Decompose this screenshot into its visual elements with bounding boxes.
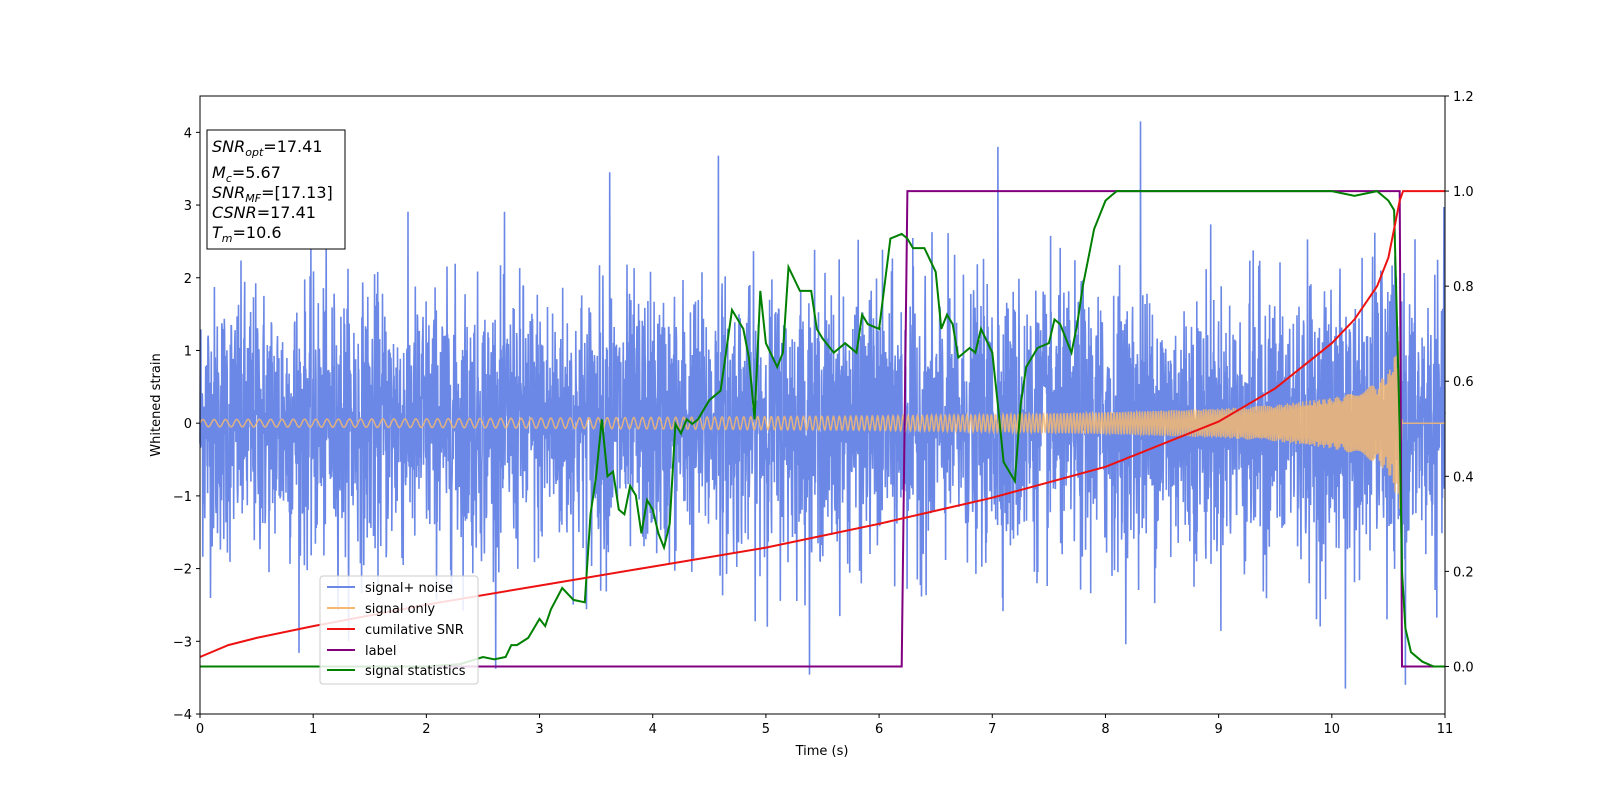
x-tick-label: 2: [422, 722, 430, 737]
x-tick-label: 7: [988, 722, 996, 737]
y-axis-left-ticks: −4 −3 −2 −1 0 1 2 3 4: [173, 126, 200, 723]
signal-statistics-line: [200, 190, 1445, 668]
legend-label-label: label: [365, 644, 396, 659]
y-right-tick-label: 1.2: [1453, 90, 1474, 105]
y-left-tick-label: −4: [173, 708, 192, 723]
legend: signal+ noise signal only cumilative SNR…: [319, 575, 479, 685]
x-tick-label: 0: [196, 722, 204, 737]
x-tick-label: 4: [649, 722, 657, 737]
info-tm: Tm=10.6: [212, 223, 282, 245]
info-snr-mf-value: =[17.13]: [261, 183, 333, 202]
info-snr-mf-label: SNR: [212, 183, 245, 202]
info-snr-mf: SNRMF=[17.13]: [212, 183, 333, 205]
info-tm-sub: m: [222, 232, 233, 245]
x-tick-label: 6: [875, 722, 883, 737]
info-mc: Mc=5.67: [212, 163, 281, 185]
y-right-tick-label: 0.6: [1453, 375, 1474, 390]
y-right-tick-label: 0.8: [1453, 280, 1474, 295]
info-snr-mf-sub: MF: [245, 192, 261, 205]
info-csnr-label: CSNR: [212, 203, 257, 222]
info-box: SNRopt=17.41 Mc=5.67 SNRMF=[17.13] CSNR=…: [206, 129, 346, 250]
signal-noise-series: [199, 121, 1446, 689]
legend-label-signal-only: signal only: [365, 602, 435, 617]
x-axis-ticks: 0 1 2 3 4 5 6 7 8 9 10 11: [196, 714, 1453, 737]
info-tm-label: T: [212, 223, 223, 242]
info-csnr-value: =17.41: [257, 203, 316, 222]
y-left-tick-label: −3: [173, 635, 192, 650]
info-mc-label: M: [212, 163, 226, 182]
y-right-tick-label: 0.0: [1453, 660, 1474, 675]
info-snr-opt-label: SNR: [212, 137, 245, 156]
x-axis-label: Time (s): [795, 744, 849, 759]
info-snr-opt-sub: opt: [245, 146, 264, 159]
plot-frame: [199, 95, 1446, 715]
y-axis-right-ticks: 0.0 0.2 0.4 0.6 0.8 1.0 1.2: [1445, 90, 1474, 675]
signal-noise-line: [199, 121, 1446, 689]
info-csnr: CSNR=17.41: [212, 203, 316, 222]
info-snr-opt-value: =17.41: [263, 137, 322, 156]
info-mc-sub: c: [226, 172, 232, 185]
x-tick-label: 5: [762, 722, 770, 737]
y-axis-label: Whitened strain: [149, 353, 164, 456]
legend-frame: [319, 575, 479, 685]
y-left-tick-label: 0: [184, 417, 192, 432]
y-left-tick-label: −1: [173, 490, 192, 505]
legend-label-cumulative-snr: cumilative SNR: [365, 623, 464, 638]
x-tick-label: 9: [1214, 722, 1222, 737]
x-tick-label: 1: [309, 722, 317, 737]
info-box-frame: [206, 129, 346, 250]
info-snr-opt: SNRopt=17.41: [212, 137, 323, 159]
info-mc-value: =5.67: [232, 163, 281, 182]
y-left-tick-label: 3: [184, 199, 192, 214]
info-tm-value: =10.6: [233, 223, 282, 242]
x-tick-label: 11: [1437, 722, 1454, 737]
y-right-tick-label: 1.0: [1453, 185, 1474, 200]
legend-label-signal-statistics: signal statistics: [365, 664, 466, 679]
legend-label-signal-noise: signal+ noise: [365, 581, 453, 596]
y-left-tick-label: −2: [173, 563, 192, 578]
x-tick-label: 8: [1101, 722, 1109, 737]
y-left-tick-label: 4: [184, 126, 192, 141]
y-left-tick-label: 1: [184, 344, 192, 359]
y-right-tick-label: 0.2: [1453, 565, 1474, 580]
y-right-tick-label: 0.4: [1453, 470, 1474, 485]
x-tick-label: 10: [1324, 722, 1341, 737]
y-left-tick-label: 2: [184, 272, 192, 287]
x-tick-label: 3: [535, 722, 543, 737]
